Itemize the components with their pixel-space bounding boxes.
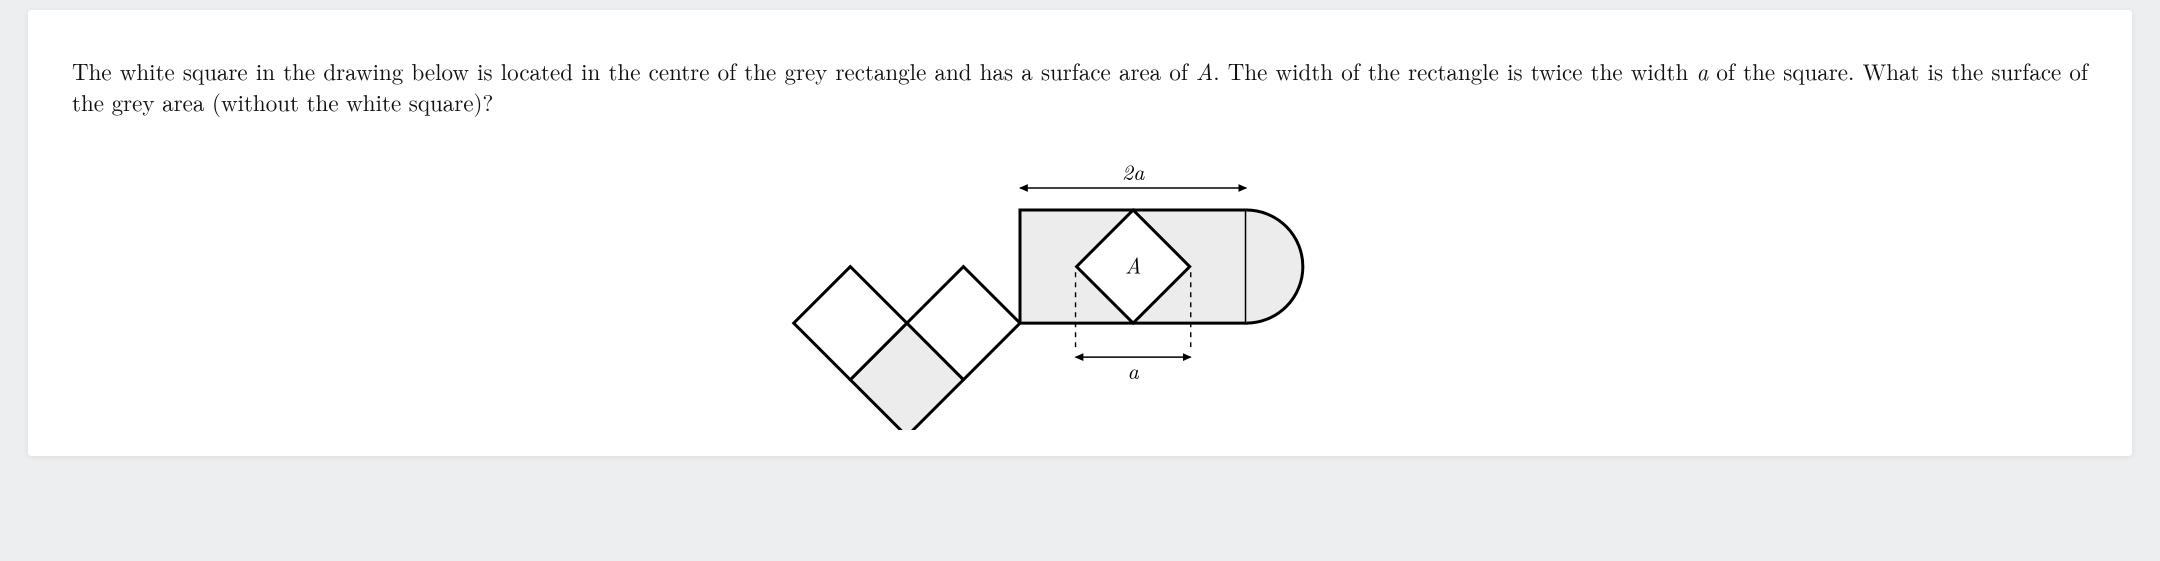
text-part-1: The white square in the drawing below is… bbox=[72, 54, 1196, 87]
problem-card: The white square in the drawing below is… bbox=[28, 10, 2132, 456]
geometry-figure: 2a a A bbox=[730, 140, 1430, 430]
var-A: A bbox=[1196, 54, 1213, 87]
label-bottom: a bbox=[1128, 355, 1140, 386]
problem-text: The white square in the drawing below is… bbox=[72, 55, 2088, 117]
label-center: A bbox=[1125, 250, 1141, 281]
right-semicircle bbox=[1246, 210, 1303, 323]
figure-container: 2a a A bbox=[72, 140, 2088, 430]
label-top: 2a bbox=[1122, 156, 1145, 187]
var-a: a bbox=[1696, 54, 1708, 87]
text-part-2: . The width of the rectangle is twice th… bbox=[1213, 54, 1696, 87]
decorative-squares bbox=[794, 267, 1020, 430]
